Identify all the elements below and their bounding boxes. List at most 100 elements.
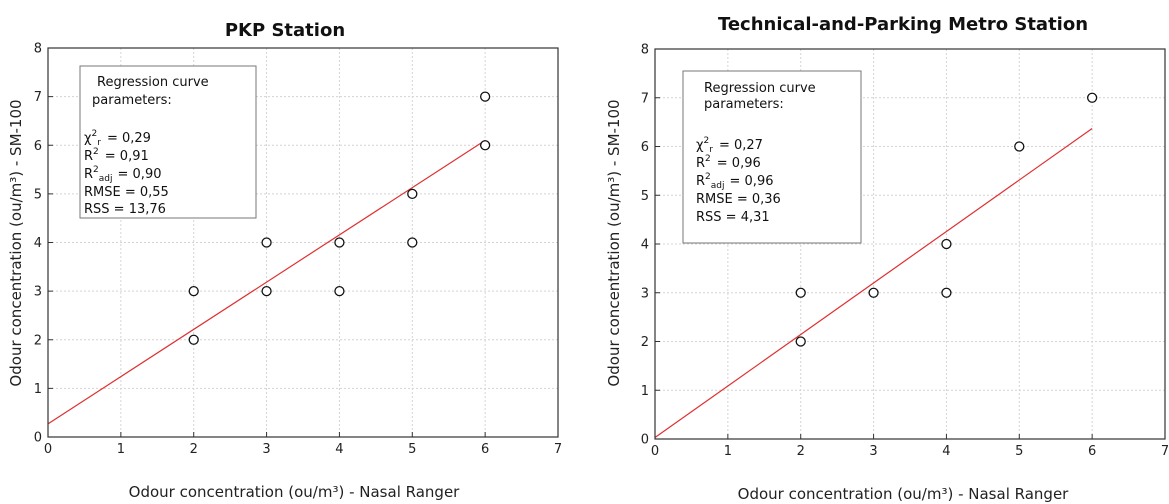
r2adj-line: R2adj = 0,90 (84, 165, 162, 184)
x-tick-label: 0 (651, 444, 659, 459)
y-axis-label: Odour concentration (ou/m³) - SM-100 (7, 99, 25, 386)
chi-subscript: r (709, 145, 713, 155)
x-tick-label: 6 (481, 442, 489, 457)
rmse-line: RMSE = 0,36 (696, 192, 781, 207)
chi-square-line: χ2r = 0,29 (84, 129, 151, 148)
chi-value: = 0,27 (719, 138, 763, 153)
y-tick-label: 8 (641, 43, 649, 58)
r-adj-symbol: R (696, 174, 705, 189)
chi-superscript: 2 (92, 129, 98, 139)
y-tick-labels: 0 1 2 3 4 5 6 7 8 (34, 42, 42, 446)
r2adj-line: R2adj = 0,96 (696, 172, 774, 191)
y-tick-label: 1 (641, 384, 649, 399)
x-tick-label: 2 (190, 442, 198, 457)
y-tick-label: 8 (34, 42, 42, 57)
r2-value: = 0,96 (717, 156, 761, 171)
data-point (941, 238, 952, 250)
data-point (334, 285, 345, 297)
data-point (868, 287, 879, 298)
y-tick-label: 0 (641, 433, 649, 448)
chi-subscript: r (97, 138, 101, 148)
y-tick-label: 3 (641, 286, 649, 301)
data-point (188, 334, 199, 345)
r2-superscript: 2 (705, 154, 711, 164)
regression-parameters-box: Regression curve parameters: χ2r = 0,29 R… (79, 65, 257, 219)
x-tick-label: 5 (1015, 444, 1023, 459)
box-header-line2: parameters: (704, 97, 784, 112)
chart-panel-metro: Technical-and-Parking Metro Station 0 1 2 3… (605, 14, 1169, 503)
data-point (407, 237, 418, 248)
y-tick-label: 6 (641, 140, 649, 155)
points-layer (188, 91, 491, 345)
chi-value: = 0,29 (107, 131, 151, 146)
y-tick-label: 5 (641, 189, 649, 204)
x-tick-label: 5 (408, 442, 416, 457)
data-point (1086, 92, 1098, 103)
chart-title: Technical-and-Parking Metro Station (718, 14, 1088, 35)
x-tick-labels: 0 1 2 3 4 5 6 7 (44, 442, 562, 457)
x-tick-label: 0 (44, 442, 52, 457)
y-tick-labels: 0 1 2 3 4 5 6 7 8 (641, 43, 649, 448)
x-tick-label: 6 (1088, 444, 1096, 459)
parameters-box-frame (79, 65, 257, 219)
data-point (261, 237, 272, 248)
regression-layer (654, 127, 1093, 439)
r-adj-symbol: R (84, 167, 93, 182)
data-point (941, 287, 952, 298)
chi-superscript: 2 (704, 136, 710, 146)
parameters-box-frame (682, 70, 862, 244)
data-point (479, 140, 491, 151)
x-tick-label: 4 (942, 444, 950, 459)
rss-line: RSS = 4,31 (696, 210, 770, 225)
y-tick-label: 7 (34, 90, 42, 105)
regression-layer (47, 139, 486, 425)
r2adj-subscript: adj (99, 174, 113, 184)
r-symbol: R (696, 156, 705, 171)
plot-frame (47, 47, 559, 438)
data-point (479, 91, 491, 102)
chi-symbol: χ (84, 131, 92, 146)
data-point (261, 285, 272, 297)
x-axis-label: Odour concentration (ou/m³) - Nasal Rang… (129, 483, 461, 501)
x-tick-labels: 0 1 2 3 4 5 6 7 (651, 444, 1169, 459)
y-tick-label: 5 (34, 187, 42, 202)
x-axis-label: Odour concentration (ou/m³) - Nasal Rang… (738, 485, 1070, 503)
data-point (1014, 141, 1025, 152)
r2adj-superscript: 2 (705, 172, 711, 182)
plot-frame (654, 48, 1166, 440)
x-tick-label: 7 (554, 442, 562, 457)
x-tick-label: 4 (335, 442, 343, 457)
y-tick-label: 3 (34, 285, 42, 300)
chart-panel-pkp: PKP Station 0 1 2 3 4 5 6 7 0 1 2 3 4 5 6 7 8 Odour con… (7, 20, 562, 501)
data-point (188, 285, 199, 297)
points-layer (795, 92, 1098, 347)
chi-symbol: χ (696, 138, 704, 153)
box-header-line1: Regression curve (97, 75, 209, 90)
r2adj-subscript: adj (711, 181, 725, 191)
regression-parameters-box: Regression curve parameters: χ2r = 0,27 R… (682, 70, 862, 244)
data-point (795, 287, 806, 298)
data-point (795, 336, 806, 347)
rss-line: RSS = 13,76 (84, 202, 166, 217)
chart-title: PKP Station (225, 20, 345, 41)
regression-line (47, 139, 486, 425)
y-tick-label: 4 (641, 238, 649, 253)
data-point (334, 237, 345, 248)
y-tick-label: 2 (641, 335, 649, 350)
rmse-line: RMSE = 0,55 (84, 185, 169, 200)
r2-superscript: 2 (93, 147, 99, 157)
box-header-line2: parameters: (92, 93, 172, 108)
box-header-line1: Regression curve (704, 81, 816, 96)
regression-line (654, 127, 1093, 439)
y-tick-label: 7 (641, 91, 649, 106)
r2-line: R2 = 0,96 (696, 154, 761, 171)
y-tick-label: 0 (34, 431, 42, 446)
r2adj-value: = 0,90 (118, 167, 162, 182)
r2adj-superscript: 2 (93, 165, 99, 175)
r2-value: = 0,91 (105, 149, 149, 164)
y-tick-label: 4 (34, 236, 42, 251)
y-tick-label: 1 (34, 382, 42, 397)
x-tick-label: 2 (797, 444, 805, 459)
x-tick-label: 7 (1161, 444, 1169, 459)
